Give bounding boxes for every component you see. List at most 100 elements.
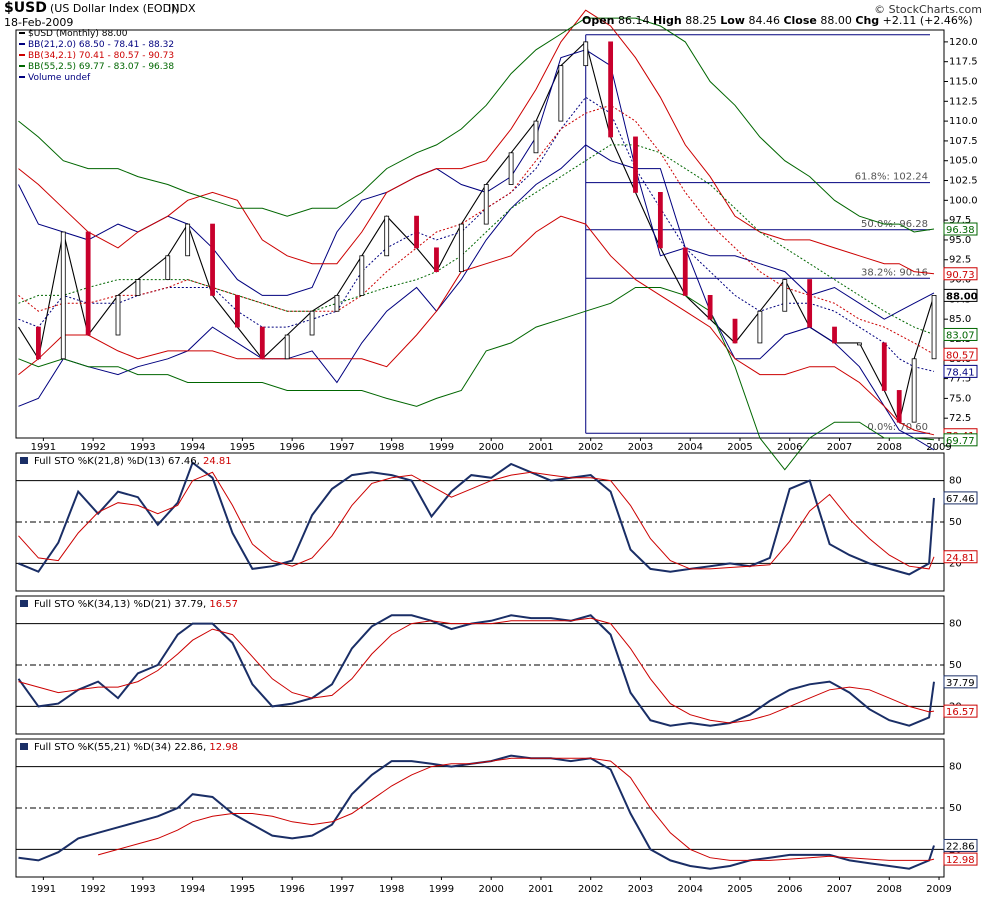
price-candle	[732, 318, 738, 344]
price-tag-label: 80.57	[946, 350, 975, 361]
sto-y-tick-label: 50	[949, 660, 962, 671]
price-tag-label: 78.41	[946, 367, 975, 378]
sto-value-label: 16.57	[946, 707, 975, 718]
price-candle	[508, 152, 514, 185]
sto-y-tick-label: 50	[949, 517, 962, 528]
sto-value-label: 24.81	[946, 553, 975, 564]
sto-title: Full STO %K(55,21) %D(34) 22.86, 12.98	[34, 742, 238, 753]
chart-date: 18-Feb-2009	[4, 16, 74, 29]
price-y-tick-label: 100.0	[949, 195, 978, 206]
x-axis-label: 2009	[926, 442, 951, 453]
sto-title-text: Full STO %K(55,21) %D(34)	[34, 742, 174, 753]
price-candle	[359, 255, 365, 296]
price-candle	[857, 342, 862, 346]
price-tag-label: 88.00	[946, 291, 978, 302]
x-axis-label: 2009	[926, 884, 951, 895]
sto-series-k	[17, 614, 935, 727]
price-tag-label: 83.07	[946, 330, 975, 341]
price-tag-box	[943, 327, 978, 341]
price-candle	[434, 247, 439, 273]
legend-entry: BB(21,2.0) 68.50 - 78.41 - 88.32	[28, 40, 174, 50]
price-candle	[384, 215, 390, 257]
price-candle	[259, 326, 265, 360]
open-value: 86.14	[618, 14, 650, 27]
price-candle	[881, 342, 887, 391]
x-axis-label: 2006	[777, 442, 802, 453]
sto-y-tick-label: 50	[949, 803, 962, 814]
price-y-tick-label: 72.5	[949, 413, 971, 424]
price-candle	[931, 294, 937, 360]
price-y-tick-label: 75.0	[949, 393, 971, 404]
fib-level-label: 61.8%: 102.24	[855, 172, 928, 183]
x-axis-label: 2000	[478, 442, 503, 453]
sto-title-swatch	[20, 600, 28, 607]
price-candle	[165, 255, 171, 280]
sto-value-tag	[943, 852, 978, 866]
price-candle	[757, 310, 763, 344]
price-y-tick-label: 115.0	[949, 76, 978, 87]
price-candle	[633, 136, 638, 193]
sto-k-value: 37.79,	[174, 599, 209, 610]
x-axis-label: 1999	[429, 884, 454, 895]
x-axis-label: 2004	[678, 884, 703, 895]
price-candle	[35, 326, 41, 360]
fib-level-label: 38.2%: 90.16	[861, 267, 928, 278]
price-candle	[608, 41, 614, 138]
price-y-tick-label: 92.5	[949, 255, 971, 266]
sto-value-label: 22.86	[946, 841, 975, 852]
x-axis-label: 1994	[180, 884, 205, 895]
price-candle	[115, 294, 121, 336]
price-tag-box	[943, 364, 978, 378]
x-axis-label: 2002	[578, 442, 603, 453]
price-candle	[807, 279, 813, 328]
bollinger-band-7	[18, 17, 935, 233]
sto-value-tag	[943, 550, 978, 564]
price-candle	[458, 223, 464, 273]
sto-title-swatch	[20, 743, 28, 750]
stockcharts-credit: © StockCharts.com	[874, 3, 982, 16]
price-y-tick-label: 110.0	[949, 116, 978, 127]
price-tag-box	[943, 267, 978, 281]
price-candle	[135, 279, 141, 296]
x-axis-label: 1999	[429, 442, 454, 453]
x-axis-label: 2006	[777, 884, 802, 895]
x-axis-label: 2008	[877, 884, 902, 895]
x-axis-label: 2002	[578, 884, 603, 895]
price-y-tick-label: 85.0	[949, 314, 971, 325]
x-axis-label: 1993	[130, 442, 155, 453]
price-candle	[533, 120, 539, 154]
price-candle	[85, 231, 91, 336]
x-axis-label: 2001	[528, 884, 553, 895]
x-axis-label: 2003	[628, 442, 653, 453]
sto-y-tick-label: 80	[949, 619, 962, 630]
sto-series-d	[18, 617, 935, 724]
bollinger-band-4	[18, 9, 935, 275]
x-axis-label: 2005	[727, 884, 752, 895]
price-candle	[657, 192, 663, 249]
price-tag-label: 69.77	[946, 436, 975, 447]
index-name: (US Dollar Index (EOD))	[50, 2, 180, 15]
price-candle	[583, 41, 589, 67]
sto-series-d	[18, 471, 935, 570]
legend-entry: BB(55,2.5) 69.77 - 83.07 - 96.38	[28, 62, 174, 72]
sto-d-value: 12.98	[209, 742, 238, 753]
sto-d-value: 16.57	[209, 599, 238, 610]
x-axis-label: 1991	[31, 884, 56, 895]
x-axis-label: 1992	[80, 442, 105, 453]
x-axis-label: 1998	[379, 884, 404, 895]
symbol-title: $USD	[4, 0, 47, 16]
high-label: High	[653, 14, 682, 27]
x-axis-label: 1993	[130, 884, 155, 895]
x-axis-label: 1995	[230, 884, 255, 895]
sto-value-tag	[943, 704, 978, 718]
low-value: 84.46	[748, 14, 780, 27]
price-candle	[309, 310, 315, 336]
price-candle	[235, 294, 240, 328]
x-axis-label: 1991	[31, 442, 56, 453]
price-y-tick-label: 107.5	[949, 136, 978, 147]
price-candle	[414, 215, 419, 249]
price-y-tick-label: 95.0	[949, 235, 971, 246]
low-label: Low	[720, 14, 745, 27]
